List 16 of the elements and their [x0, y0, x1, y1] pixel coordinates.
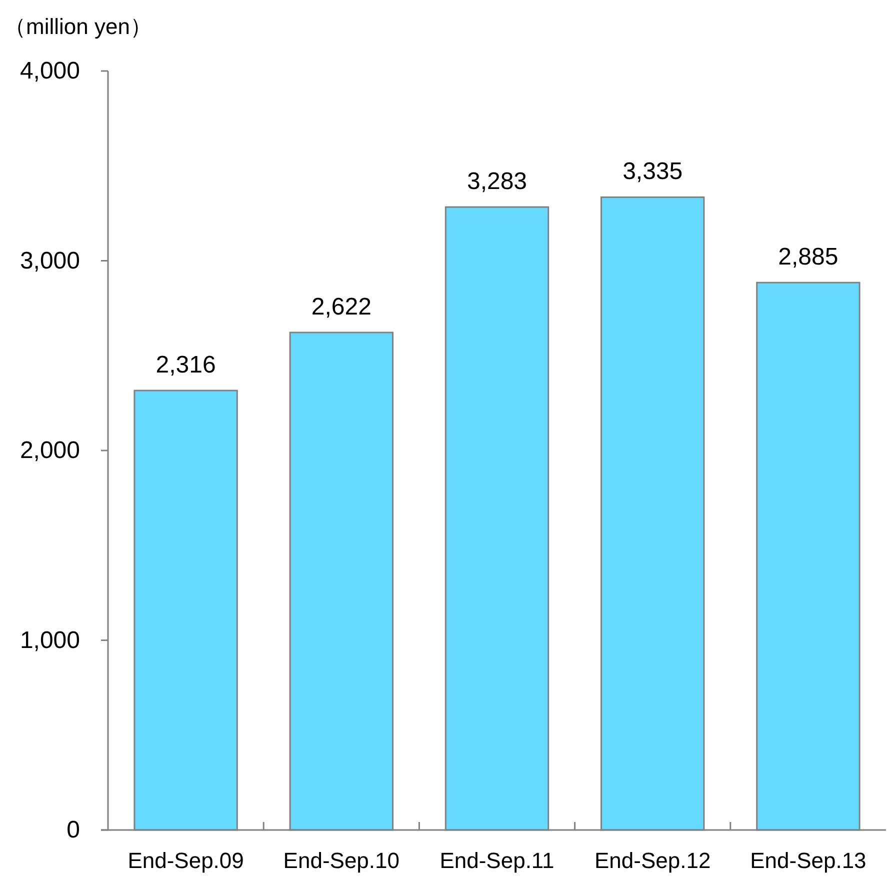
x-tick-label: End-Sep.10	[283, 848, 400, 873]
x-tick-label: End-Sep.11	[440, 848, 554, 873]
x-tick-label: End-Sep.12	[594, 848, 711, 873]
data-label: 3,283	[466, 168, 528, 196]
data-label: 2,622	[311, 293, 372, 320]
data-label: 3,335	[622, 158, 683, 186]
y-tick-label: 1,000	[20, 626, 80, 654]
x-tick-label: End-Sep.13	[750, 848, 866, 873]
y-axis-title: （million yen）	[4, 14, 152, 39]
y-tick-label: 4,000	[20, 58, 80, 84]
y-tick-label: 3,000	[20, 247, 80, 274]
data-label: 2,885	[778, 244, 838, 271]
y-tick-label: 2,000	[20, 437, 80, 464]
y-tick-label: 0	[66, 816, 80, 844]
x-tick-label: End-Sep.09	[128, 848, 244, 873]
data-label: 2,316	[156, 352, 216, 379]
